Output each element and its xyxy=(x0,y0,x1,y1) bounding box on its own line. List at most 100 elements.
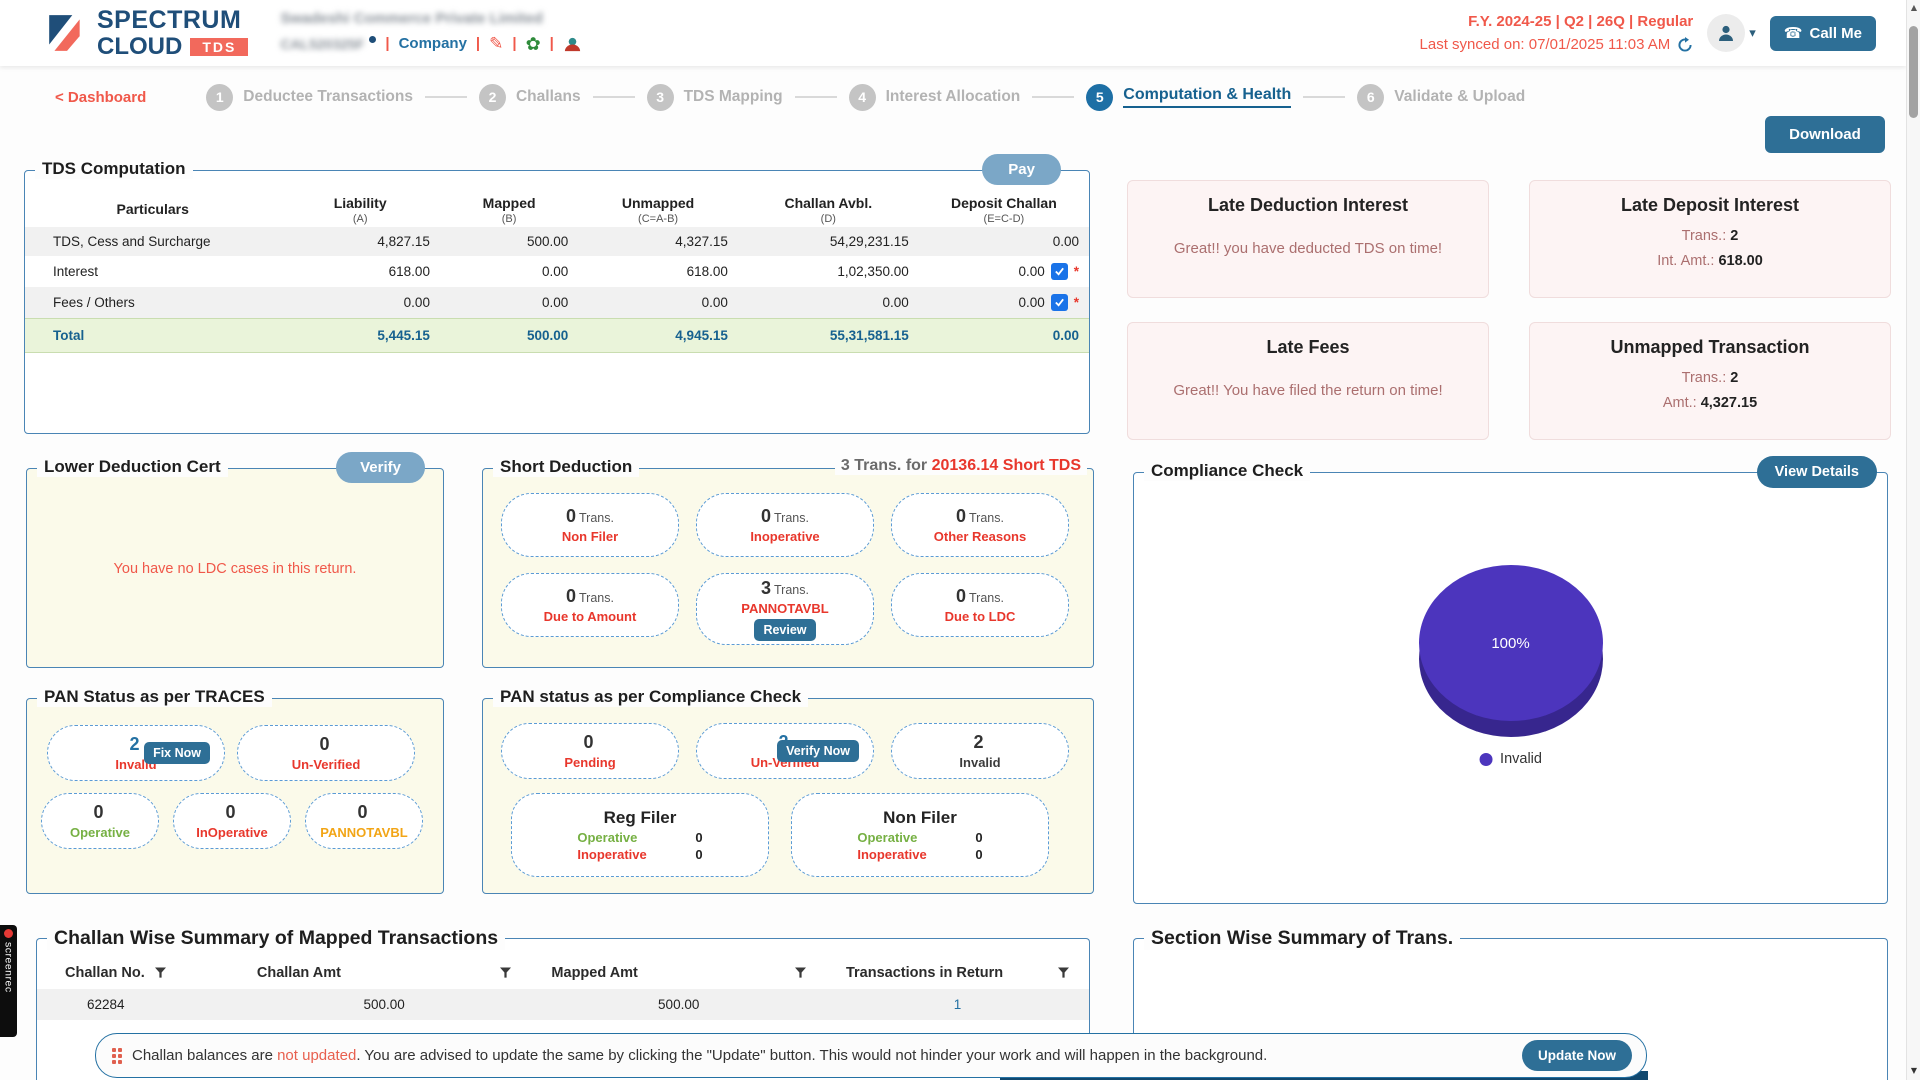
scroll-up-arrow[interactable]: ▲ xyxy=(1910,3,1918,12)
last-synced-text: Last synced on: 07/01/2025 11:03 AM xyxy=(1419,36,1671,53)
notification-text: Challan balances are not updated. You ar… xyxy=(132,1047,1267,1064)
late-deposit-interest-card: Late Deposit Interest Trans.: 2 Int. Amt… xyxy=(1529,180,1891,298)
pill-count: 3 xyxy=(761,577,772,598)
cell-challan-amt: 500.00 xyxy=(363,997,405,1012)
download-button[interactable]: Download xyxy=(1765,116,1885,153)
company-link[interactable]: Company xyxy=(398,35,467,52)
stepper-step-tds-mapping[interactable]: 3 TDS Mapping xyxy=(646,83,783,111)
pill-pending[interactable]: 0 Pending xyxy=(501,723,679,779)
step-label: Computation & Health xyxy=(1123,86,1292,108)
stat-value: 618.00 xyxy=(1718,253,1763,269)
update-now-button[interactable]: Update Now xyxy=(1521,1040,1632,1071)
stepper-step-challans[interactable]: 2 Challans xyxy=(478,83,581,111)
pill-pannotavbl[interactable]: 0 PANNOTAVBL xyxy=(305,793,423,849)
user-menu[interactable]: ▾ xyxy=(1707,14,1756,52)
pill-other-reasons[interactable]: 0 Trans. Other Reasons xyxy=(891,493,1069,557)
fix-now-button[interactable]: Fix Now xyxy=(144,742,210,764)
edit-pencil-icon[interactable]: ✎ xyxy=(489,33,504,54)
brand-name-top: SPECTRUM xyxy=(97,5,242,34)
step-connector xyxy=(794,96,837,98)
pill-count: 0 xyxy=(956,586,967,606)
cell-deposit: 0.00 xyxy=(1018,264,1045,279)
pill-due-to-ldc[interactable]: 0 Trans. Due to LDC xyxy=(891,573,1069,637)
total-unmapped: 4,945.15 xyxy=(578,318,738,353)
col-transactions-in-return: Transactions in Return xyxy=(845,965,1004,981)
filter-icon[interactable] xyxy=(794,967,806,979)
late-fees-card: Late Fees Great!! You have filed the ret… xyxy=(1127,322,1489,440)
back-to-dashboard-link[interactable]: < Dashboard xyxy=(55,88,147,106)
screenrec-widget[interactable]: screenrec xyxy=(0,925,17,1037)
record-dot-icon xyxy=(4,929,13,938)
transactions-count-link[interactable]: 1 xyxy=(953,997,962,1012)
reg-filer-card[interactable]: Reg Filer Operative 0 Inoperative 0 xyxy=(511,793,769,877)
pill-label: Operative xyxy=(70,825,130,840)
stat-value: 2 xyxy=(1730,228,1739,244)
call-me-button[interactable]: ☎ Call Me xyxy=(1769,15,1876,51)
review-button[interactable]: Review xyxy=(754,618,816,641)
refresh-icon[interactable] xyxy=(1677,36,1693,53)
scroll-down-arrow[interactable]: ▼ xyxy=(1910,1066,1918,1075)
interest-deposit-checkbox[interactable] xyxy=(1050,263,1068,280)
filter-icon[interactable] xyxy=(1058,967,1069,979)
pill-un-verified[interactable]: 2 Un-Verified Verify Now xyxy=(696,723,874,779)
pill-inoperative[interactable]: 0 InOperative xyxy=(173,793,291,849)
col-deposit-challan: Deposit Challan xyxy=(950,195,1057,211)
stat-label: Amt.: xyxy=(1662,395,1697,411)
fy-quarter-form-info: F.Y. 2024-25 | Q2 | 26Q | Regular xyxy=(1468,12,1694,30)
stepper-step-deductee-transactions[interactable]: 1 Deductee Transactions xyxy=(206,83,413,111)
pill-pannotavbl[interactable]: 3 Trans. PANNOTAVBL Review xyxy=(696,573,874,645)
chevron-down-icon[interactable]: ▾ xyxy=(1749,25,1756,41)
stepper-step-validate-upload[interactable]: 6 Validate & Upload xyxy=(1357,83,1525,111)
filter-icon[interactable] xyxy=(154,967,166,979)
stat-label: Int. Amt.: xyxy=(1657,253,1715,269)
pill-unit: Trans. xyxy=(579,511,614,525)
pill-operative[interactable]: 0 Operative xyxy=(41,793,159,849)
verify-now-button[interactable]: Verify Now xyxy=(777,740,859,762)
pill-inoperative[interactable]: 0 Trans. Inoperative xyxy=(696,493,874,557)
seal-badge-icon[interactable] xyxy=(563,35,582,54)
pill-due-to-amount[interactable]: 0 Trans. Due to Amount xyxy=(501,573,679,637)
stat-label: Trans.: xyxy=(1681,370,1727,386)
avatar[interactable] xyxy=(1707,14,1746,52)
pay-button[interactable]: Pay xyxy=(982,154,1061,185)
separator: | xyxy=(512,35,517,52)
short-deduction-summary: 3 Trans. for 20136.14 Short TDS xyxy=(834,457,1087,475)
col-liability: Liability xyxy=(333,195,387,211)
pie-slice-invalid: 100% xyxy=(1418,565,1603,721)
flower-icon[interactable]: ✿ xyxy=(525,33,541,55)
pie-legend: Invalid xyxy=(1479,751,1542,767)
status-cards: Late Deduction Interest Great!! you have… xyxy=(1127,180,1891,440)
filer-title: Non Filer xyxy=(883,808,957,827)
notification-suffix: . You are advised to update the same by … xyxy=(356,1047,1268,1064)
cell-mapped: 0.00 xyxy=(541,295,569,310)
filter-icon[interactable] xyxy=(500,967,512,979)
pill-invalid[interactable]: 2 Invalid Fix Now xyxy=(47,725,225,781)
pill-label: Due to Amount xyxy=(543,609,637,624)
col-particulars: Particulars xyxy=(116,201,189,217)
stat-label: Trans.: xyxy=(1681,228,1727,244)
filer-row-label: Operative xyxy=(857,830,918,845)
cell-particulars: Interest xyxy=(53,264,99,279)
pill-invalid[interactable]: 2 Invalid xyxy=(891,723,1069,779)
late-deduction-interest-card: Late Deduction Interest Great!! you have… xyxy=(1127,180,1489,298)
filer-row-value: 0 xyxy=(695,847,703,862)
page-scrollbar[interactable]: ▲ ▼ xyxy=(1906,0,1920,1080)
filer-row-value: 0 xyxy=(975,847,983,862)
stepper-step-interest-allocation[interactable]: 4 Interest Allocation xyxy=(848,83,1020,111)
panel-title: Section Wise Summary of Trans. xyxy=(1144,927,1461,950)
challan-summary-table: Challan No. Challan Amt Mapped Amt Trans… xyxy=(37,957,1089,1020)
pill-label: Non Filer xyxy=(561,529,619,544)
scrollbar-thumb[interactable] xyxy=(1909,26,1918,118)
fees-deposit-checkbox[interactable] xyxy=(1050,294,1068,311)
col-challan-amt: Challan Amt xyxy=(256,965,341,981)
verify-button[interactable]: Verify xyxy=(336,452,425,483)
table-row: Interest 618.00 0.00 618.00 1,02,350.00 … xyxy=(25,256,1089,287)
pill-count: 0 xyxy=(761,506,772,526)
pill-non-filer[interactable]: 0 Trans. Non Filer xyxy=(501,493,679,557)
stat-value: 4,327.15 xyxy=(1700,395,1758,411)
pill-un-verified[interactable]: 0 Un-Verified xyxy=(237,725,415,781)
pill-count: 2 xyxy=(973,732,984,752)
non-filer-card[interactable]: Non Filer Operative 0 Inoperative 0 xyxy=(791,793,1049,877)
view-details-button[interactable]: View Details xyxy=(1756,456,1877,488)
stepper-step-computation-health[interactable]: 5 Computation & Health xyxy=(1086,83,1292,111)
